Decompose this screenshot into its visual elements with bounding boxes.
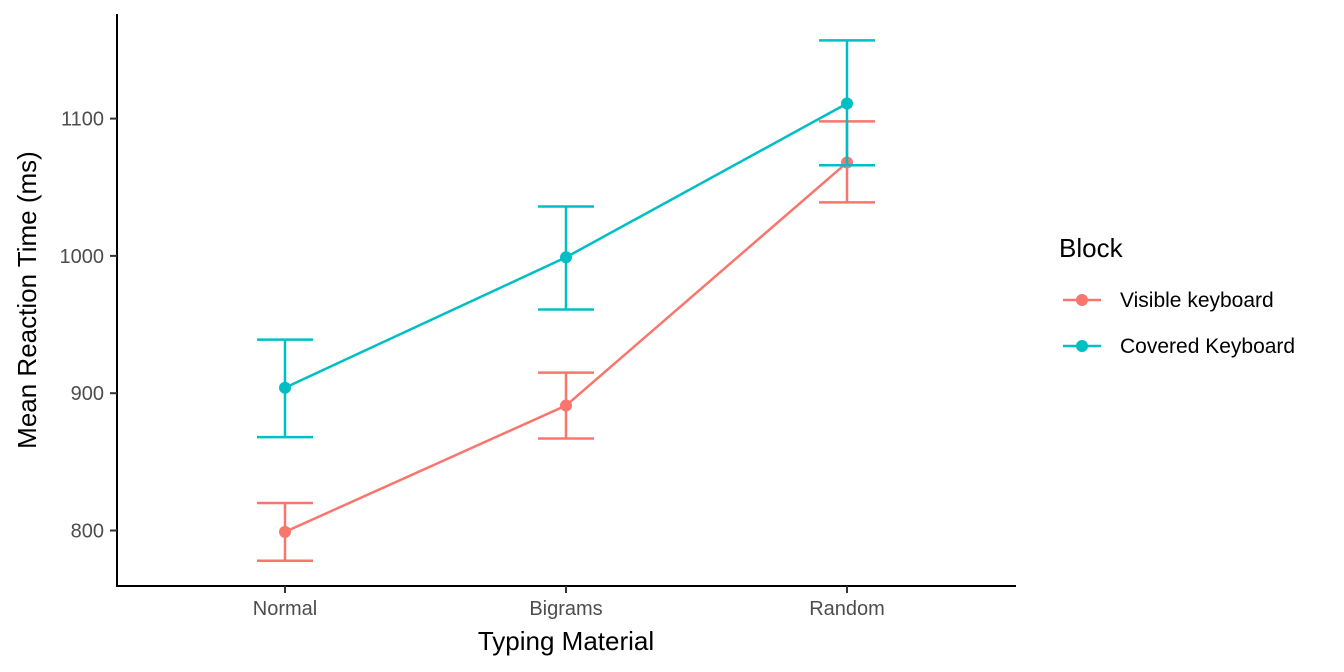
data-point — [841, 97, 853, 110]
y-tick-label: 1000 — [60, 246, 105, 268]
y-axis-title: Mean Reaction Time (ms) — [12, 151, 42, 449]
data-point — [560, 399, 572, 412]
legend-key-point — [1076, 340, 1088, 352]
x-tick-label-random: Random — [809, 598, 885, 620]
y-ticks: 800 900 1000 1100 — [60, 109, 117, 543]
y-tick-label: 900 — [71, 383, 104, 405]
series-2 — [257, 39, 875, 439]
plot-area — [257, 39, 875, 562]
y-tick-label: 1100 — [61, 109, 104, 131]
legend-title: Block — [1059, 233, 1124, 263]
data-point — [279, 381, 291, 394]
legend-item: Covered Keyboard — [1063, 335, 1295, 358]
data-point — [279, 525, 291, 538]
legend-label: Covered Keyboard — [1120, 335, 1295, 358]
data-point — [560, 251, 572, 264]
series-1 — [257, 120, 875, 562]
legend-item: Visible keyboard — [1063, 289, 1274, 312]
legend-key-point — [1076, 294, 1088, 306]
x-tick-label-normal: Normal — [253, 598, 317, 620]
y-tick-label: 800 — [71, 521, 104, 543]
x-ticks: Normal Bigrams Random — [253, 586, 885, 620]
x-axis-title: Typing Material — [478, 626, 654, 656]
legend-label: Visible keyboard — [1120, 289, 1274, 312]
x-tick-label-bigrams: Bigrams — [529, 598, 602, 620]
legend: Block Visible keyboard Covered Keyboard — [1059, 233, 1295, 358]
legend-items: Visible keyboard Covered Keyboard — [1063, 289, 1295, 358]
